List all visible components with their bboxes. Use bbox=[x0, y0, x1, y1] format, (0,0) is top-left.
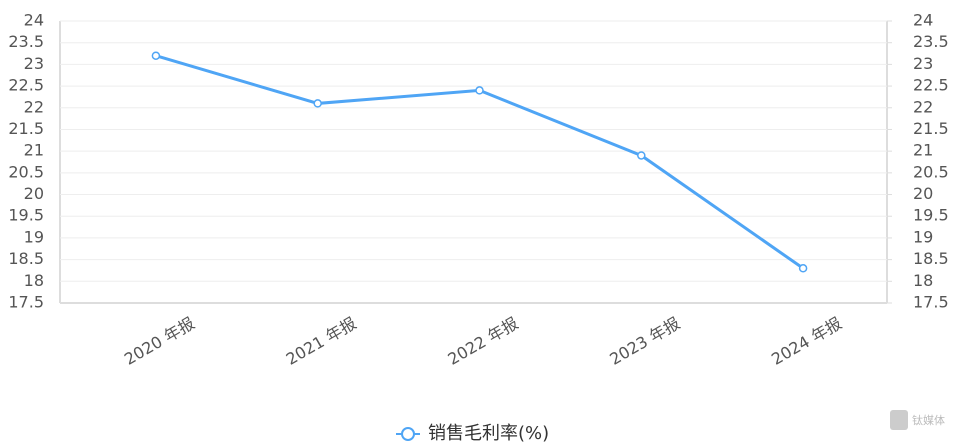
y2-tick-label: 24 bbox=[913, 11, 933, 30]
y2-tick-label: 19.5 bbox=[913, 206, 949, 225]
watermark: 钛媒体 bbox=[912, 413, 945, 427]
y-tick-label: 17.5 bbox=[8, 293, 44, 312]
x-tick-label: 2024 年报 bbox=[768, 313, 845, 368]
y-tick-label: 20 bbox=[24, 184, 44, 203]
y-tick-label: 18 bbox=[24, 271, 44, 290]
y-tick-label: 23 bbox=[24, 54, 44, 73]
y2-tick-label: 23 bbox=[913, 54, 933, 73]
data-point bbox=[798, 264, 808, 273]
y-tick-label: 21.5 bbox=[8, 119, 44, 138]
y-tick-label: 19 bbox=[24, 227, 44, 246]
data-point bbox=[637, 151, 646, 160]
y-tick-label: 22 bbox=[24, 97, 44, 116]
data-point bbox=[313, 99, 322, 108]
data-point bbox=[151, 51, 161, 60]
x-tick-label: 2020 年报 bbox=[121, 313, 198, 368]
y2-tick-label: 23.5 bbox=[913, 32, 949, 51]
y2-tick-label: 18.5 bbox=[913, 249, 949, 268]
y-tick-label: 24 bbox=[24, 11, 44, 30]
y-tick-label: 20.5 bbox=[8, 162, 44, 181]
x-tick-label: 2023 年报 bbox=[606, 313, 683, 368]
y-tick-label: 23.5 bbox=[8, 32, 44, 51]
x-tick-label: 2022 年报 bbox=[445, 313, 522, 368]
y2-tick-label: 18 bbox=[913, 271, 933, 290]
y-tick-label: 19.5 bbox=[8, 206, 44, 225]
y2-tick-label: 21.5 bbox=[913, 119, 949, 138]
y2-tick-label: 21 bbox=[913, 141, 933, 160]
y-tick-label: 18.5 bbox=[8, 249, 44, 268]
data-point bbox=[475, 86, 484, 95]
y-tick-label: 22.5 bbox=[8, 76, 44, 95]
legend-label: 销售毛利率(%) bbox=[428, 423, 549, 444]
x-tick-label: 2021 年报 bbox=[283, 313, 360, 368]
y2-tick-label: 22.5 bbox=[913, 76, 949, 95]
watermark-logo bbox=[890, 410, 908, 430]
y2-tick-label: 19 bbox=[913, 227, 933, 246]
y2-tick-label: 20 bbox=[913, 184, 933, 203]
y2-tick-label: 20.5 bbox=[913, 162, 949, 181]
y2-tick-label: 22 bbox=[913, 97, 933, 116]
legend-marker bbox=[401, 427, 415, 441]
y2-tick-label: 17.5 bbox=[913, 293, 949, 312]
y-tick-label: 21 bbox=[24, 141, 44, 160]
